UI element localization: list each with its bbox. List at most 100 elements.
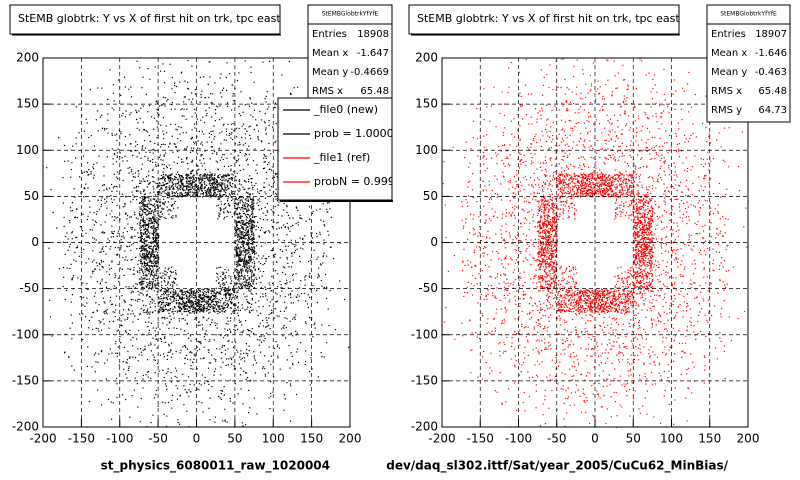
dot (189, 173, 192, 175)
dot (237, 393, 239, 395)
dot (148, 272, 150, 275)
dot (143, 229, 145, 231)
dot (139, 197, 141, 199)
dot (239, 196, 241, 198)
dot (252, 364, 254, 366)
dot (251, 234, 253, 236)
dot (157, 339, 159, 341)
dot (207, 290, 209, 293)
dot (142, 257, 144, 259)
dot (273, 317, 275, 319)
dot (95, 327, 97, 329)
dot (312, 242, 314, 244)
dot (139, 214, 141, 216)
dot (117, 247, 119, 249)
dot (262, 367, 264, 369)
dot (115, 275, 117, 277)
dot (146, 313, 148, 315)
dot (242, 259, 244, 261)
dot (193, 141, 195, 143)
dot (236, 269, 238, 271)
dot (148, 247, 151, 249)
dot (264, 161, 266, 163)
dot (178, 304, 180, 306)
dot (247, 252, 249, 254)
dot (213, 358, 215, 360)
dot (165, 385, 167, 387)
dot (163, 302, 165, 304)
dot (204, 186, 206, 189)
dot (245, 223, 247, 225)
bin (64, 132, 80, 147)
dot (154, 273, 156, 275)
dot (287, 262, 289, 264)
dot (195, 296, 197, 298)
dot (302, 248, 304, 250)
dot (167, 175, 169, 177)
dot (197, 165, 199, 167)
dot (121, 394, 124, 396)
dot (214, 296, 216, 298)
dot (257, 226, 259, 229)
dot (165, 274, 167, 276)
dot (195, 309, 197, 311)
dot (193, 308, 195, 310)
dot (246, 348, 248, 351)
dot (147, 264, 149, 266)
dot (262, 271, 265, 273)
dot (150, 200, 152, 202)
dot (152, 205, 154, 207)
dot (148, 317, 150, 319)
dot (156, 278, 159, 280)
dot (180, 307, 182, 309)
dot (202, 310, 204, 312)
dot (217, 301, 219, 303)
dot (323, 224, 325, 226)
dot (234, 307, 236, 309)
bin (182, 357, 197, 378)
dot (296, 332, 298, 334)
dot (238, 238, 240, 240)
dot (159, 216, 161, 218)
dot (248, 209, 250, 211)
dot (261, 275, 263, 277)
dot (176, 162, 178, 164)
dot (224, 187, 226, 189)
dot (219, 159, 221, 161)
dot (254, 250, 256, 252)
dot (148, 257, 150, 259)
dot (300, 280, 302, 282)
dot (204, 306, 206, 308)
dot (103, 250, 105, 252)
dot (175, 185, 177, 187)
dot (150, 350, 152, 352)
dot (249, 194, 251, 196)
dot (270, 313, 272, 315)
dot (149, 261, 151, 263)
dot (163, 270, 165, 272)
dot (146, 205, 148, 207)
dot (202, 411, 204, 413)
dot (264, 293, 267, 295)
dot (152, 169, 154, 171)
dot (191, 306, 193, 308)
dot (248, 214, 250, 216)
dot (185, 308, 187, 310)
dot (176, 193, 179, 195)
dot (259, 322, 261, 324)
dot (242, 226, 244, 228)
dot (208, 312, 210, 314)
bin (216, 334, 235, 359)
dot (294, 249, 297, 252)
dot (144, 243, 146, 245)
dot (154, 255, 156, 258)
dot (246, 253, 248, 255)
dot (174, 291, 176, 293)
dot (198, 341, 200, 343)
dot (262, 168, 264, 170)
dot (140, 237, 142, 239)
dot (167, 368, 169, 370)
dot (160, 194, 162, 196)
dot (169, 303, 171, 305)
dot (231, 293, 233, 295)
